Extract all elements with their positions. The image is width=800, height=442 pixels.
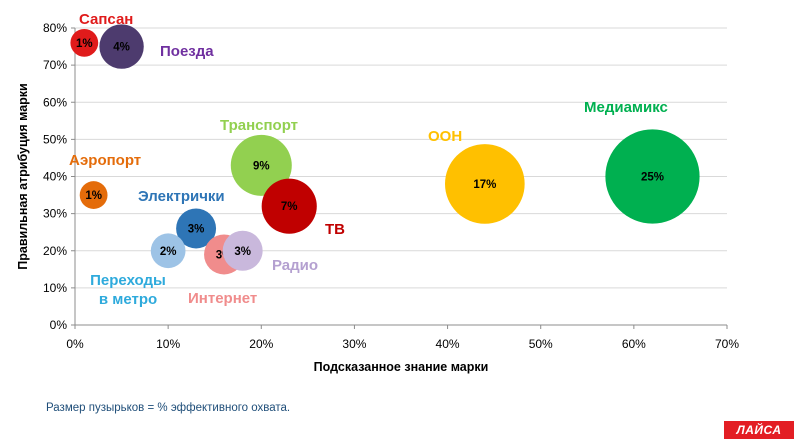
bubble-транспорт (230, 134, 292, 196)
series-name-сапсан: Сапсан (79, 11, 133, 28)
y-tick-label: 40% (43, 170, 67, 184)
bubble-поезда (99, 24, 144, 69)
series-name-радио: Радио (272, 257, 318, 274)
bubble-label: 3% (234, 246, 251, 258)
series-name-тв: ТВ (325, 221, 345, 238)
y-tick-label: 50% (43, 132, 67, 146)
series-name-транспорт: Транспорт (220, 117, 298, 134)
bubble-аэропорт (79, 181, 108, 209)
x-tick-label: 0% (66, 337, 84, 351)
bubble-label: 3% (188, 223, 205, 235)
bubble-label: 7% (281, 201, 298, 213)
bubble-label: 25% (641, 172, 664, 184)
x-tick-label: 60% (622, 337, 646, 351)
bubble-label: 4% (113, 42, 130, 54)
series-name-поезда: Поезда (160, 43, 214, 60)
series-name-line: Переходы (90, 272, 166, 289)
x-tick-label: 50% (529, 337, 553, 351)
x-axis-title: Подсказанное знание марки (314, 360, 489, 374)
bubble-label: 17% (473, 179, 496, 191)
y-tick-label: 30% (43, 207, 67, 221)
y-tick-label: 0% (50, 318, 68, 332)
series-name-медиамикс: Медиамикс (584, 99, 668, 116)
y-tick-label: 60% (43, 95, 67, 109)
bubble-электрички (176, 208, 217, 249)
bubble-переходы-в-метро (150, 233, 186, 269)
y-tick-label: 20% (43, 244, 67, 258)
brand-logo: ЛАЙСА (724, 421, 794, 439)
y-tick-label: 80% (43, 21, 67, 35)
series-name-line: в метро (99, 291, 157, 308)
bubble-label: 2% (160, 246, 177, 258)
bubble-тв (261, 178, 317, 234)
y-axis-title: Правильная атрибуция марки (16, 83, 30, 269)
bubble-label: 1% (85, 190, 102, 202)
series-name-интернет: Интернет (188, 290, 257, 307)
series-name-переходы-в-метро: Переходы в метро (90, 272, 166, 308)
x-tick-label: 10% (156, 337, 180, 351)
bubble-label: 1% (76, 38, 93, 50)
x-tick-label: 70% (715, 337, 739, 351)
series-name-аэропорт: Аэропорт (69, 152, 141, 169)
x-tick-label: 20% (249, 337, 273, 351)
x-tick-label: 40% (436, 337, 460, 351)
y-tick-label: 70% (43, 58, 67, 72)
bubble-оон (445, 144, 525, 224)
footnote: Размер пузырьков = % эффективного охвата… (46, 402, 291, 414)
bubble-радио (222, 230, 263, 271)
series-name-электрички: Электрички (138, 188, 225, 205)
bubble-label: 9% (253, 160, 270, 172)
bubble-медиамикс (605, 129, 700, 224)
series-name-оон: ООН (428, 128, 462, 145)
y-tick-label: 10% (43, 281, 67, 295)
x-tick-label: 30% (342, 337, 366, 351)
bubble-сапсан (70, 28, 99, 57)
